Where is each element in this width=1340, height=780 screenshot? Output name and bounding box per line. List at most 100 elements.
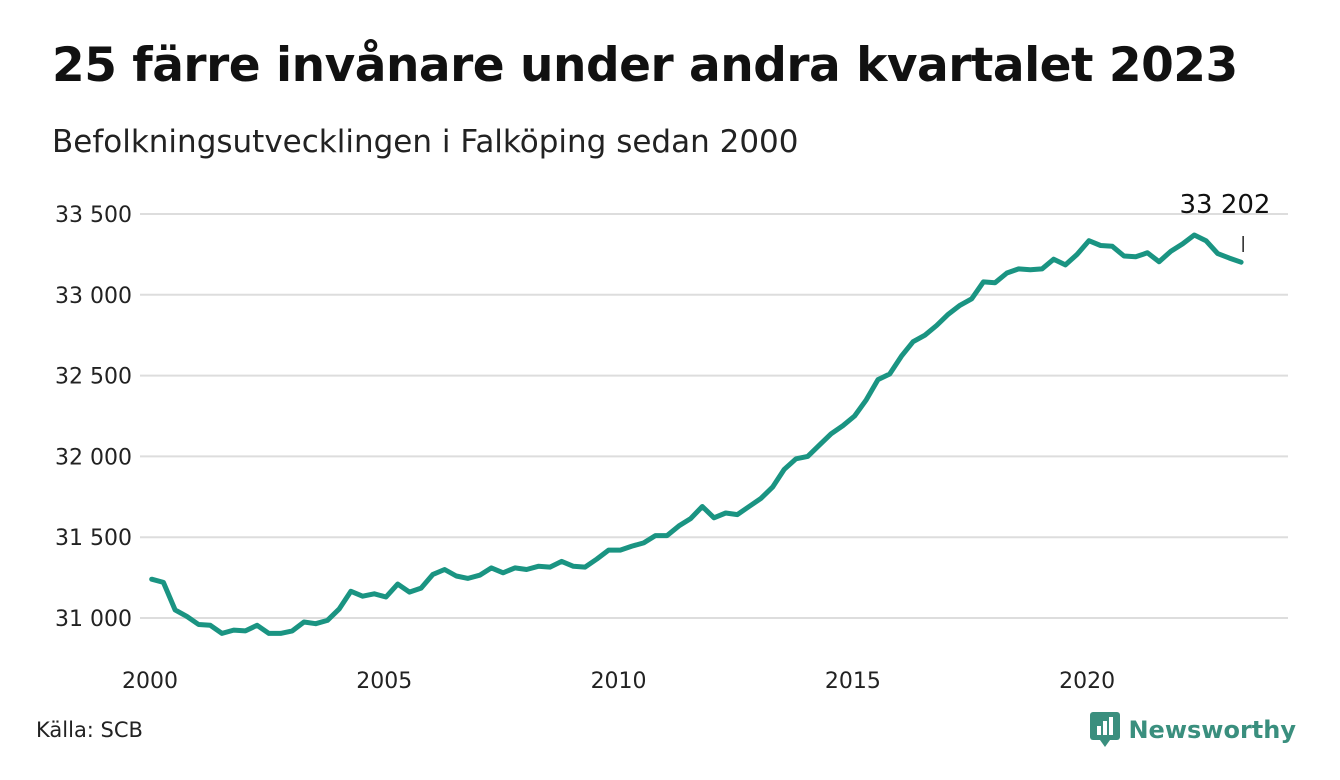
data-point [348,589,353,594]
data-point [887,372,892,377]
data-point [1016,266,1021,271]
data-point [489,565,494,570]
data-point [524,567,529,572]
data-point [208,623,213,628]
y-tick-label: 33 000 [55,284,132,309]
data-point [407,590,412,595]
data-point [477,573,482,578]
data-point [1086,238,1091,243]
data-point [1133,254,1138,259]
y-tick-label: 32 500 [55,365,132,390]
data-point [302,620,307,625]
annotation-layer: 33 202 [1180,190,1271,252]
data-point [712,515,717,520]
data-point [360,594,365,599]
data-point [1168,249,1173,254]
data-point [688,516,693,521]
data-point [723,511,728,516]
data-point [805,454,810,459]
data-point [876,377,881,382]
data-point [536,564,541,569]
chart-subtitle: Befolkningsutvecklingen i Falköping seda… [52,124,799,160]
brand-name: Newsworthy [1128,716,1296,744]
data-point [313,621,318,626]
data-point [173,607,178,612]
data-point [1075,252,1080,257]
data-point [735,512,740,517]
data-point [606,548,611,553]
data-point [548,565,553,570]
data-point [934,323,939,328]
data-point [337,607,342,612]
data-point [641,540,646,545]
data-point [290,628,295,633]
y-tick-label: 32 000 [55,445,132,470]
y-axis-ticks: 31 000 31 500 32 000 32 500 33 000 33 500 [55,203,132,632]
data-point [1098,243,1103,248]
x-tick-label: 2020 [1059,669,1115,694]
data-point [184,614,189,619]
x-axis-ticks: 2000 2005 2010 2015 2020 [122,669,1115,694]
data-point [466,576,471,581]
data-point [829,431,834,436]
series-line [149,232,1244,636]
data-point [665,533,670,538]
data-point [395,582,400,587]
data-point [442,567,447,572]
data-point [758,496,763,501]
data-point [266,631,271,636]
data-point [1157,259,1162,264]
data-point [325,618,330,623]
data-point [981,279,986,284]
data-point [454,574,459,579]
data-point [512,565,517,570]
data-point [1028,267,1033,272]
data-point [231,628,236,633]
data-point [1063,262,1068,267]
data-point [559,559,564,564]
data-point [958,303,963,308]
data-point [840,423,845,428]
data-point [594,557,599,562]
data-point [1145,250,1150,255]
source-label: Källa: SCB [36,718,143,742]
y-tick-label: 31 500 [55,526,132,551]
data-point [969,296,974,301]
data-point [1004,271,1009,276]
data-point [430,572,435,577]
data-point [372,591,377,596]
data-point [1215,251,1220,256]
gridlines [140,213,1288,619]
data-point [747,504,752,509]
data-point [1180,241,1185,246]
data-point [618,548,623,553]
data-point [255,623,260,628]
data-point [676,523,681,528]
data-point [149,577,154,582]
data-point [864,397,869,402]
bar-chart-speech-icon [1090,712,1121,748]
data-point [993,280,998,285]
data-point [700,504,705,509]
data-point [419,586,424,591]
data-point [817,443,822,448]
data-point [770,485,775,490]
data-point [899,354,904,359]
data-point [220,631,225,636]
brand-logo[interactable]: Newsworthy [1090,712,1296,748]
data-point [1110,244,1115,249]
data-point [922,333,927,338]
y-tick-label: 31 000 [55,607,132,632]
data-point [1040,266,1045,271]
data-point [1051,257,1056,262]
x-tick-label: 2000 [122,669,178,694]
annotation-label: 33 202 [1180,190,1271,220]
data-point [384,595,389,600]
data-point [1204,238,1209,243]
data-point [278,631,283,636]
data-point [630,544,635,549]
data-point [794,456,799,461]
data-point [501,570,506,575]
y-tick-label: 33 500 [55,203,132,228]
